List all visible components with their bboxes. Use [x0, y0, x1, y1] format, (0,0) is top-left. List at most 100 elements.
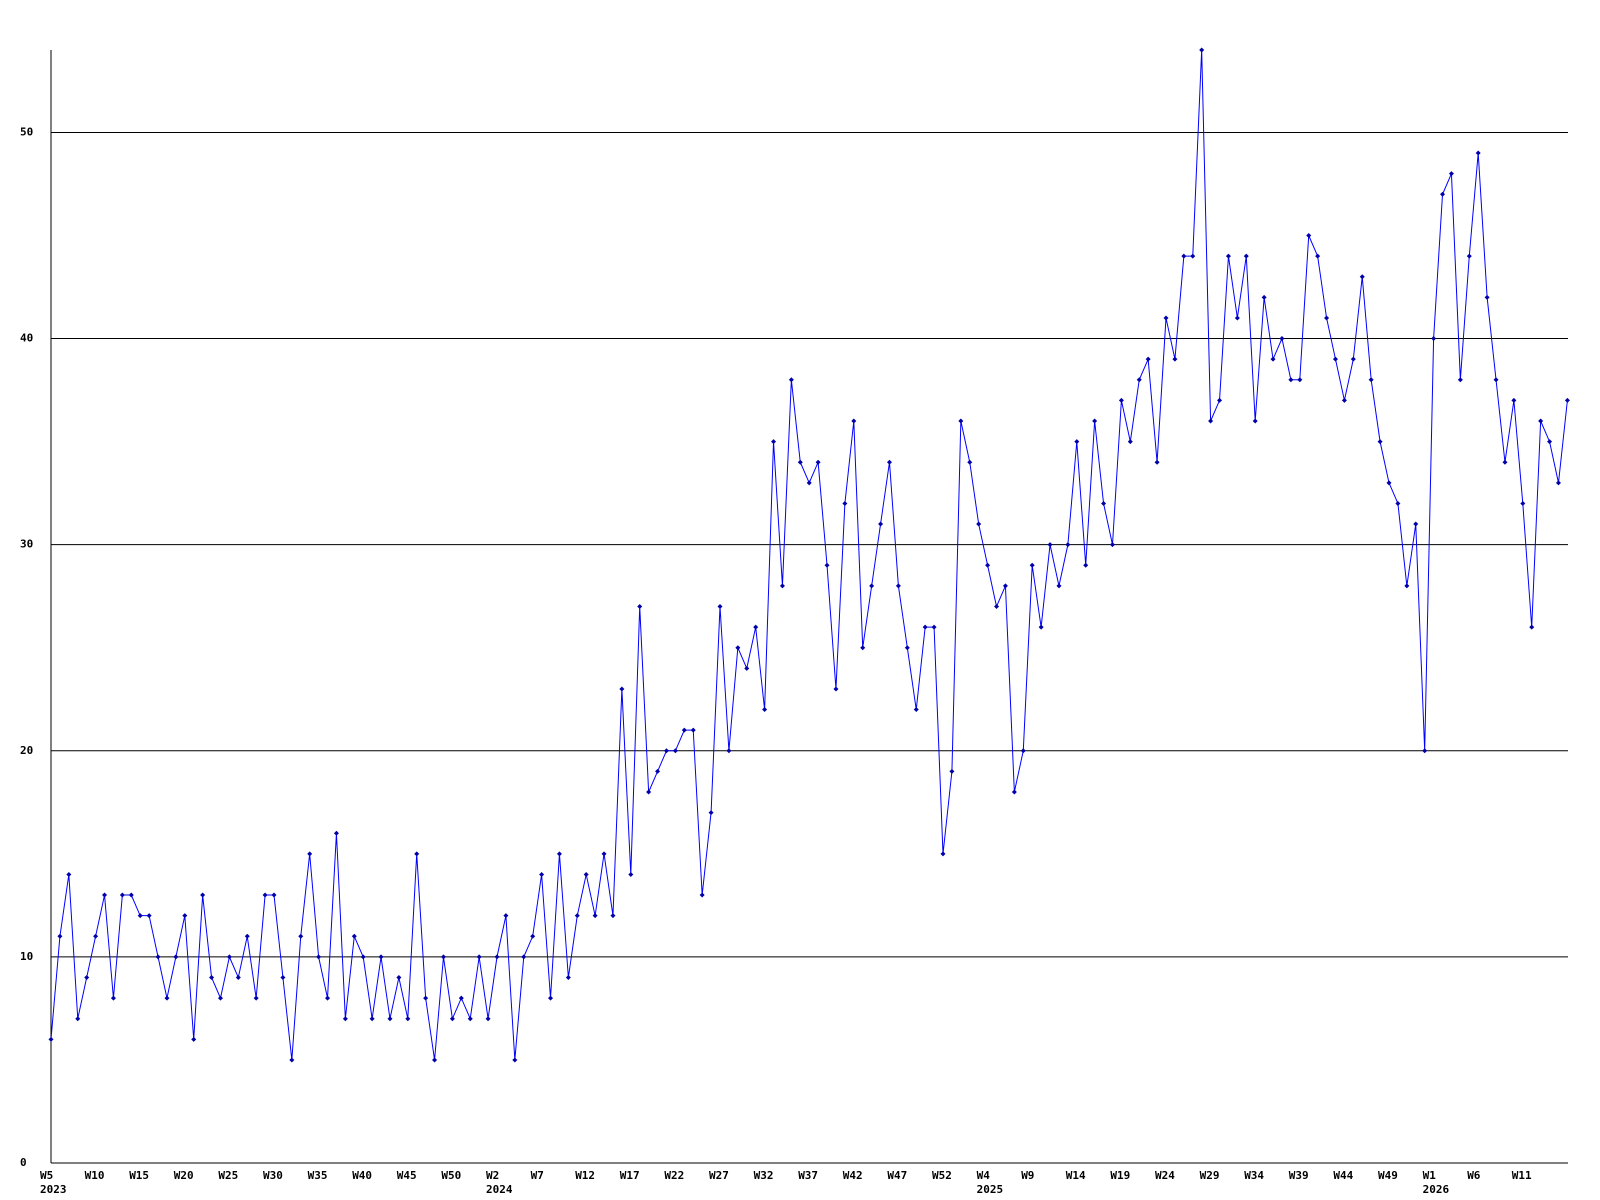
x-tick-label: W1	[1423, 1169, 1437, 1182]
x-tick-label: W25	[218, 1169, 238, 1182]
point	[1065, 542, 1071, 548]
point	[1145, 356, 1151, 362]
point	[1092, 418, 1098, 424]
x-tick-label: W10	[85, 1169, 105, 1182]
point	[316, 954, 322, 960]
point	[1011, 789, 1017, 795]
point	[958, 418, 964, 424]
point	[824, 562, 830, 568]
point	[779, 583, 785, 589]
point	[1404, 583, 1410, 589]
point	[494, 954, 500, 960]
y-tick-label: 40	[20, 332, 33, 345]
point	[1306, 233, 1312, 238]
point	[119, 892, 125, 898]
point	[1564, 397, 1570, 403]
point	[75, 1016, 81, 1022]
point	[405, 1016, 411, 1022]
point	[155, 954, 161, 960]
x-tick-label: W39	[1289, 1169, 1309, 1182]
point	[851, 418, 857, 424]
point	[110, 995, 116, 1001]
point	[1038, 624, 1044, 630]
x-tick-label: W14	[1066, 1169, 1086, 1182]
point	[1029, 562, 1035, 568]
point	[762, 707, 768, 713]
point	[1190, 253, 1196, 259]
point	[378, 954, 384, 960]
point	[253, 995, 259, 1001]
point	[1199, 47, 1205, 53]
y-tick-label: 50	[20, 125, 33, 138]
point	[681, 727, 687, 733]
point	[771, 439, 777, 445]
point	[1154, 459, 1160, 465]
point	[209, 975, 215, 980]
point	[1288, 377, 1294, 383]
point	[57, 933, 63, 939]
point	[262, 892, 268, 898]
point	[619, 686, 625, 692]
point	[1440, 191, 1446, 197]
point	[1118, 397, 1124, 403]
point	[735, 645, 741, 651]
point	[387, 1016, 393, 1022]
point	[655, 768, 661, 774]
point	[869, 583, 875, 589]
point	[628, 871, 634, 877]
point	[1225, 253, 1231, 259]
point	[1457, 377, 1463, 383]
y-tick-label: 30	[20, 538, 33, 551]
point	[1529, 624, 1535, 630]
point	[1083, 562, 1089, 568]
point	[1502, 459, 1508, 465]
point	[1377, 439, 1383, 445]
point	[1163, 315, 1169, 321]
point	[360, 954, 366, 960]
point	[280, 975, 286, 980]
point	[753, 624, 759, 630]
x-tick-label: W34	[1244, 1169, 1264, 1182]
point	[663, 748, 669, 754]
x-tick-label: W47	[887, 1169, 907, 1182]
point	[467, 1016, 473, 1022]
point	[84, 975, 90, 980]
point	[48, 1036, 54, 1042]
point	[1208, 418, 1214, 424]
point	[271, 892, 277, 898]
point	[1074, 439, 1080, 445]
y-tick-label: 20	[20, 744, 33, 757]
x-year-label: 2025	[977, 1183, 1004, 1196]
point	[217, 995, 223, 1001]
point	[539, 871, 545, 877]
point	[1243, 253, 1249, 259]
point	[1466, 253, 1472, 259]
point	[904, 645, 910, 651]
x-tick-label: W40	[352, 1169, 372, 1182]
point	[610, 913, 616, 919]
point	[744, 665, 750, 671]
y-tick-label: 10	[20, 950, 33, 963]
point	[476, 954, 482, 960]
point	[556, 851, 562, 857]
x-tick-label: W50	[441, 1169, 461, 1182]
x-tick-label: W30	[263, 1169, 283, 1182]
point	[423, 995, 429, 1001]
point	[351, 933, 357, 939]
point	[235, 975, 241, 980]
point	[1341, 397, 1347, 403]
x-tick-label: W24	[1155, 1169, 1175, 1182]
point	[1181, 253, 1187, 259]
point	[1538, 418, 1544, 424]
point	[1217, 397, 1223, 403]
x-tick-label: W35	[308, 1169, 328, 1182]
point	[1511, 397, 1517, 403]
point	[440, 954, 446, 960]
point	[1350, 356, 1356, 362]
point	[672, 748, 678, 754]
point	[1261, 294, 1267, 300]
x-tick-label: W27	[709, 1169, 729, 1182]
point	[1136, 377, 1142, 383]
point	[842, 500, 848, 506]
